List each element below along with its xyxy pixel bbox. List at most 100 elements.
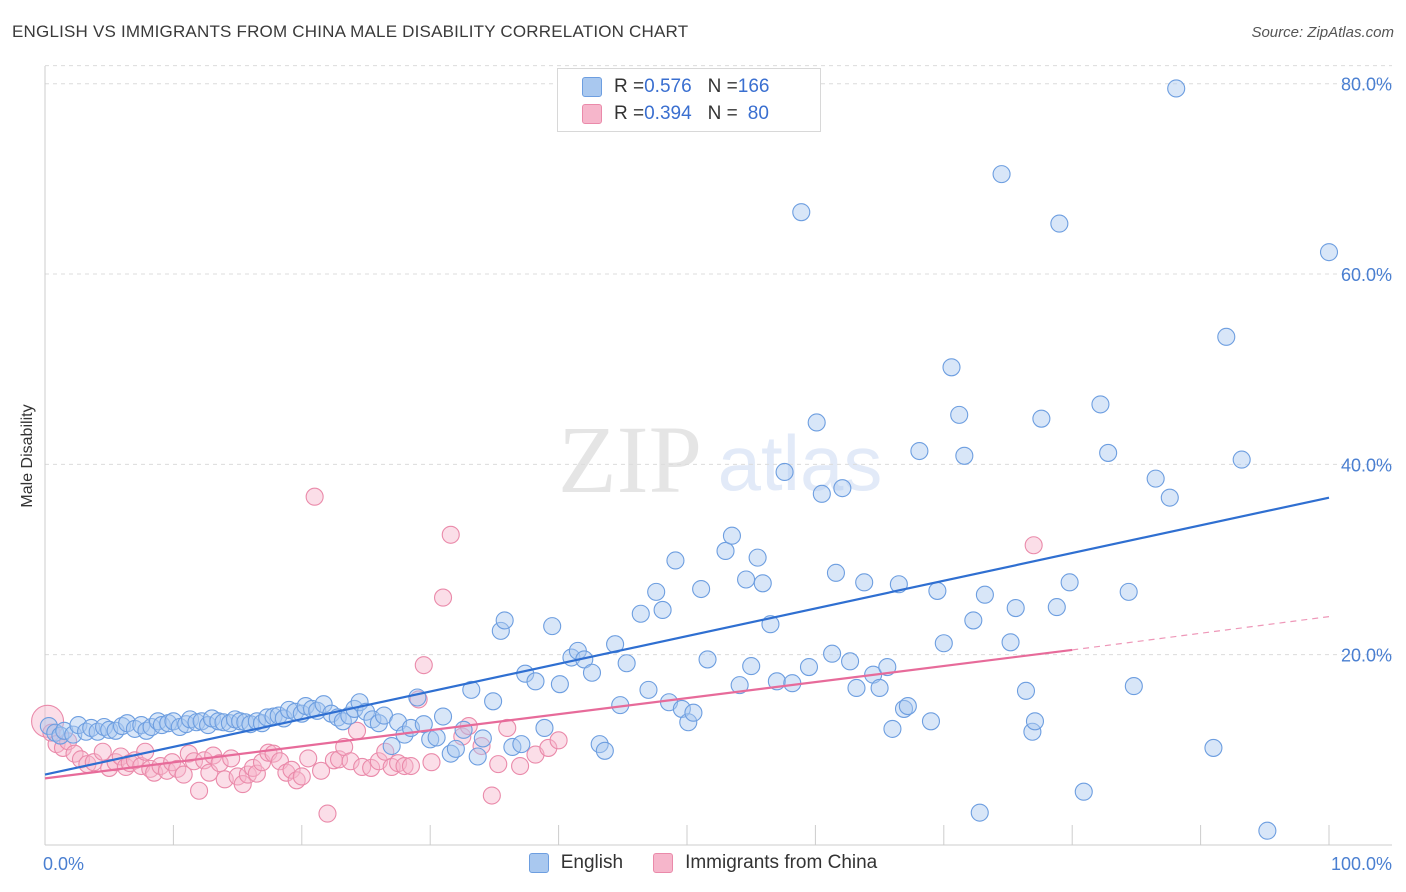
point-english [1319, 243, 1339, 262]
point-english [1119, 582, 1138, 601]
point-english [826, 563, 845, 582]
trendline-china [44, 648, 1073, 780]
point-english [878, 657, 897, 677]
point-english [775, 462, 794, 482]
y-tick-label-20: 20.0% [1341, 646, 1392, 666]
point-english [1032, 409, 1051, 428]
point-english [526, 672, 545, 691]
point-english [855, 573, 874, 592]
point-english [955, 446, 974, 465]
point-english [617, 654, 636, 673]
point-english [1074, 782, 1093, 801]
point-english [883, 719, 902, 738]
point-english [95, 717, 114, 737]
point-english [992, 165, 1011, 184]
point-english [653, 600, 672, 620]
point-english [473, 729, 492, 748]
point-english [753, 574, 772, 593]
point-english [898, 697, 917, 716]
point-english [152, 716, 171, 735]
point-china [511, 756, 530, 776]
point-english [833, 479, 852, 498]
point-china [318, 804, 337, 823]
point-english [1006, 598, 1025, 618]
point-china [433, 588, 453, 607]
correlation-legend: R = 0.576 N = 166 R = 0.394 N = 80 [557, 68, 821, 132]
point-english [1258, 821, 1277, 840]
point-english [314, 695, 333, 714]
source-label: Source: ZipAtlas.com [1251, 24, 1394, 41]
trendline-english [44, 496, 1330, 776]
point-english [975, 585, 994, 604]
point-china [549, 731, 568, 750]
point-english [595, 741, 614, 760]
point-china [1024, 536, 1043, 555]
point-english [679, 713, 698, 732]
point-english [841, 652, 860, 671]
chart-title: ENGLISH VS IMMIGRANTS FROM CHINA MALE DI… [12, 22, 689, 41]
point-english [512, 735, 531, 754]
legend-r-label-china: R = [614, 103, 645, 124]
point-china [498, 718, 517, 738]
point-english [631, 604, 650, 623]
point-english [1099, 443, 1118, 462]
point-english [1217, 327, 1236, 346]
point-china [401, 756, 420, 776]
trendline-china-extension [1072, 616, 1330, 651]
point-english [684, 703, 703, 722]
point-china [341, 752, 360, 771]
point-english [356, 702, 376, 721]
series-legend-swatch-china [653, 853, 674, 873]
point-china [93, 742, 112, 761]
y-tick-label-80: 80.0% [1341, 75, 1392, 95]
point-english [46, 723, 65, 742]
point-english [427, 728, 446, 747]
point-english [1160, 488, 1179, 507]
point-english [1167, 79, 1186, 98]
point-english [408, 688, 427, 707]
point-english [1146, 469, 1165, 488]
point-english [454, 720, 473, 739]
point-english [807, 413, 826, 432]
legend-r-label-english: R = [614, 76, 645, 97]
point-english [1016, 681, 1036, 700]
point-english [812, 484, 831, 503]
point-english [543, 617, 562, 636]
point-english [964, 611, 983, 630]
point-china [472, 736, 491, 756]
point-english [870, 678, 889, 698]
point-english [737, 570, 756, 589]
point-english [414, 715, 433, 734]
point-english [934, 634, 953, 653]
point-china [299, 749, 318, 768]
point-english [462, 680, 481, 699]
series-legend-china: Immigrants from China [653, 852, 877, 874]
point-english [433, 707, 453, 726]
point-english [950, 405, 969, 424]
x-tick-label-max: 100.0% [1331, 854, 1392, 874]
point-english [491, 621, 510, 640]
point-china [174, 765, 193, 784]
y-tick-label-60: 60.0% [1341, 265, 1392, 285]
legend-swatch-english [582, 77, 602, 97]
point-china [414, 656, 433, 675]
legend-r-value-china: 0.394 [644, 103, 692, 124]
point-china [312, 761, 331, 780]
point-english [639, 680, 658, 699]
point-english [382, 736, 401, 756]
point-english [970, 803, 989, 822]
legend-row-english: R = 0.576 N = 166 [582, 75, 769, 99]
watermark-zip: ZIP [558, 406, 702, 513]
point-china [539, 738, 558, 757]
point-english [187, 713, 206, 732]
point-english [1232, 450, 1251, 469]
point-english [1047, 598, 1066, 617]
point-english [441, 744, 460, 763]
point-english [647, 582, 666, 601]
point-china [233, 775, 252, 794]
legend-n-label-english: N = [707, 76, 738, 97]
point-english [692, 579, 711, 599]
point-english [1060, 573, 1079, 592]
point-china [441, 525, 460, 544]
